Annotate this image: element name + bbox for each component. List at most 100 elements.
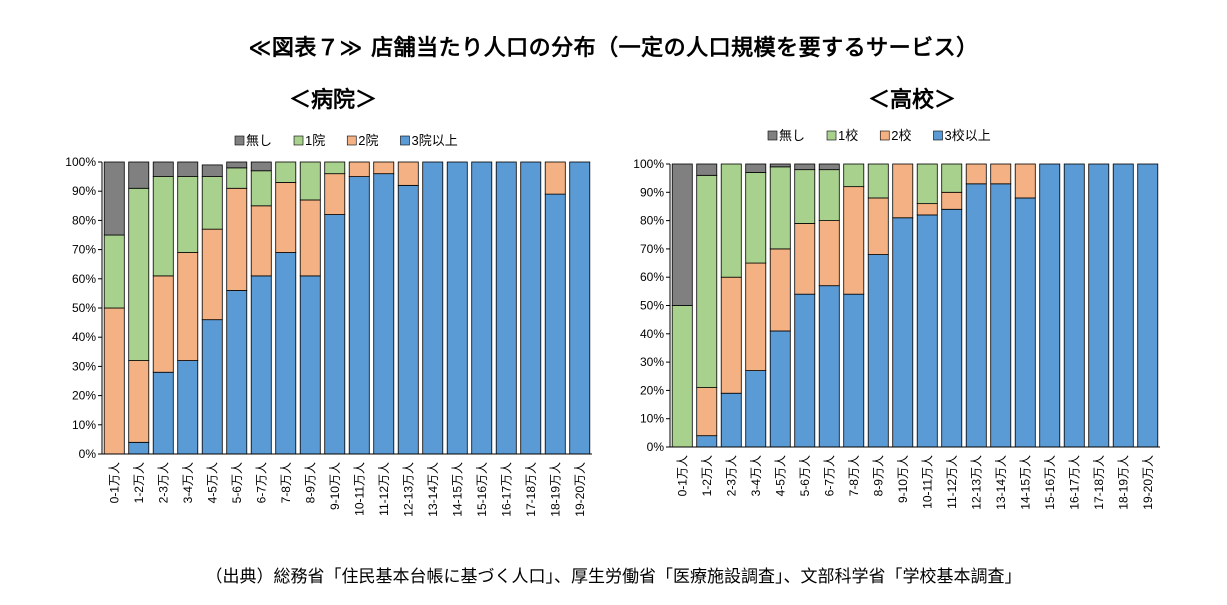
high-school-legend-swatch-three <box>933 130 943 141</box>
high-school-y-tick-label: 90% <box>640 185 664 199</box>
high-school-x-tick-label: 15-16万人 <box>1043 455 1057 510</box>
hospital-bar-one <box>324 161 346 175</box>
hospital-bar-none <box>177 161 199 178</box>
hospital-x-tick-label: 15-16万人 <box>475 462 489 517</box>
high-school-legend-label-none: 無し <box>779 128 805 143</box>
high-school-bar-three <box>1063 163 1085 448</box>
high-school-legend-swatch-two <box>879 130 890 141</box>
hospital-bar-two <box>544 161 566 195</box>
high-school-bar-two <box>892 163 914 219</box>
high-school-bar-three <box>965 183 987 448</box>
high-school-bar-three <box>1039 163 1061 448</box>
hospital-x-tick-label: 16-17万人 <box>499 462 513 517</box>
high-school-bar-two <box>916 203 938 216</box>
high-school-x-tick-label: 19-20万人 <box>1141 455 1155 510</box>
high-school-bar-one <box>941 163 963 193</box>
high-school-bar-three <box>1137 163 1159 448</box>
hospital-x-tick-label: 0-1万人 <box>107 462 121 503</box>
hospital-y-tick-label: 10% <box>72 418 96 432</box>
hospital-y-tick-label: 60% <box>72 272 96 286</box>
high-school-bar-three <box>1112 163 1134 448</box>
high-school-y-tick-label: 70% <box>640 242 664 256</box>
high-school-bar-none <box>671 163 693 306</box>
hospital-x-tick-label: 5-6万人 <box>230 462 244 503</box>
high-school-bar-one <box>745 172 767 264</box>
hospital-bar-none <box>250 161 272 172</box>
high-school-bar-two <box>941 191 963 210</box>
hospital-legend-swatch-three <box>400 135 410 146</box>
high-school-bar-two <box>867 197 889 255</box>
hospital-bar-two <box>373 161 395 175</box>
hospital-y-tick-label: 0% <box>79 447 97 461</box>
high-school-legend-swatch-one <box>826 130 837 141</box>
high-school-bar-two <box>843 186 865 295</box>
high-school-x-tick-label: 6-7万人 <box>822 455 836 496</box>
high-school-bar-three <box>696 435 718 448</box>
hospital-y-tick-label: 90% <box>72 184 96 198</box>
hospital-legend-swatch-one <box>293 135 304 146</box>
hospital-bar-none <box>128 161 150 189</box>
hospital-y-tick-label: 20% <box>72 389 96 403</box>
hospital-x-tick-label: 4-5万人 <box>205 462 219 503</box>
high-school-bar-one <box>696 174 718 388</box>
high-school-y-tick-label: 0% <box>647 440 665 454</box>
high-school-bar-two <box>990 163 1012 185</box>
high-school-bar-two <box>745 262 767 371</box>
hospital-legend-label-two: 2院 <box>358 133 378 148</box>
high-school-bar-three <box>843 293 865 448</box>
high-school-chart-title: ＜高校＞ <box>867 88 956 113</box>
high-school-x-tick-label: 10-11万人 <box>920 455 934 509</box>
high-school-bar-none <box>769 163 791 168</box>
hospital-x-tick-label: 6-7万人 <box>254 462 268 503</box>
high-school-x-tick-label: 13-14万人 <box>994 455 1008 510</box>
high-school-bar-one <box>671 305 693 448</box>
hospital-x-tick-label: 17-18万人 <box>524 462 538 517</box>
high-school-bar-three <box>745 370 767 448</box>
high-school-bar-one <box>916 163 938 205</box>
high-school-x-tick-label: 4-5万人 <box>773 455 787 496</box>
high-school-bar-one <box>843 163 865 188</box>
high-school-x-tick-label: 5-6万人 <box>798 455 812 496</box>
high-school-bar-two <box>1014 163 1036 199</box>
high-school-x-tick-label: 1-2万人 <box>700 455 714 496</box>
high-school-y-tick-label: 10% <box>640 412 664 426</box>
high-school-bar-one <box>867 163 889 199</box>
hospital-y-tick-label: 30% <box>72 359 96 373</box>
hospital-x-tick-label: 1-2万人 <box>132 462 146 503</box>
high-school-bar-two <box>696 387 718 437</box>
hospital-bar-one <box>275 161 297 183</box>
high-school-x-tick-label: 9-10万人 <box>896 455 910 503</box>
figure-title: ≪図表７≫ 店舗当たり人口の分布（一定の人口規模を要するサービス） <box>248 36 979 61</box>
high-school-x-tick-label: 11-12万人 <box>945 455 959 509</box>
high-school-bar-three <box>1014 197 1036 448</box>
hospital-x-tick-label: 7-8万人 <box>279 462 293 503</box>
high-school-x-tick-label: 8-9万人 <box>871 455 885 496</box>
high-school-x-tick-label: 3-4万人 <box>749 455 763 496</box>
high-school-bar-none <box>745 163 767 173</box>
high-school-bar-three <box>1088 163 1110 448</box>
high-school-bar-one <box>794 169 816 224</box>
high-school-bar-two <box>818 220 840 287</box>
high-school-bar-two <box>965 163 987 185</box>
hospital-x-tick-label: 2-3万人 <box>156 462 170 503</box>
high-school-x-tick-label: 12-13万人 <box>969 455 983 510</box>
high-school-y-tick-label: 80% <box>640 214 664 228</box>
high-school-y-tick-label: 40% <box>640 327 664 341</box>
high-school-x-tick-label: 18-19万人 <box>1116 455 1130 510</box>
hospital-x-tick-label: 3-4万人 <box>181 462 195 503</box>
hospital-x-tick-label: 18-19万人 <box>548 462 562 517</box>
high-school-bar-three <box>916 214 938 448</box>
high-school-legend-swatch-none <box>767 130 778 141</box>
hospital-bar-none <box>201 164 223 177</box>
high-school-x-tick-label: 0-1万人 <box>675 455 689 496</box>
hospital-x-tick-label: 9-10万人 <box>328 462 342 510</box>
hospital-y-tick-label: 50% <box>72 301 96 315</box>
high-school-bar-one <box>720 163 742 278</box>
hospital-bar-none <box>152 161 174 178</box>
high-school-bar-two <box>720 276 742 394</box>
high-school-bar-three <box>794 293 816 448</box>
high-school-y-tick-label: 20% <box>640 383 664 397</box>
hospital-bar-one <box>299 161 321 201</box>
